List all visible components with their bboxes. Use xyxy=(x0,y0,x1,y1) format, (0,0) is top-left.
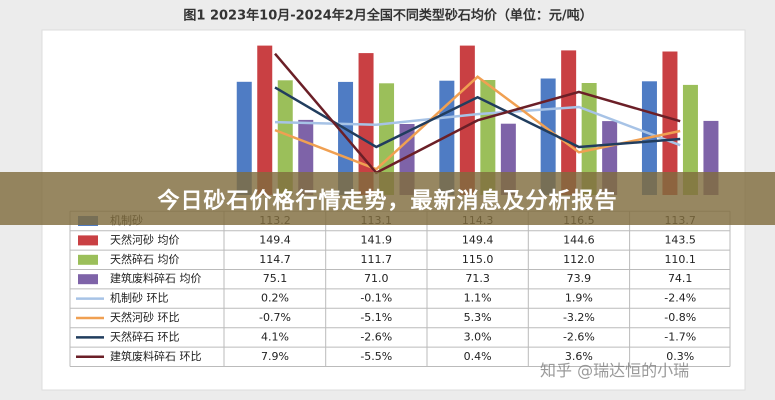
table-value: 0.2% xyxy=(261,292,289,305)
table-value: 71.0 xyxy=(364,272,389,285)
legend-swatch xyxy=(78,254,98,265)
table-value: -3.2% xyxy=(563,311,595,324)
table-value: 141.9 xyxy=(361,233,393,246)
table-value: -2.6% xyxy=(360,330,392,343)
table-value: 114.7 xyxy=(259,253,291,266)
bar xyxy=(662,51,678,195)
bar xyxy=(540,78,556,195)
bar xyxy=(682,84,698,195)
legend-label: 建筑废料碎石 均价 xyxy=(110,271,202,285)
bar xyxy=(236,81,252,195)
legend-label: 天然碎石 均价 xyxy=(110,252,180,266)
table-value: 110.1 xyxy=(664,253,696,266)
table-value: 3.0% xyxy=(464,330,492,343)
table-value: -0.8% xyxy=(664,311,696,324)
bar xyxy=(257,45,273,195)
bar xyxy=(379,83,395,195)
table-value: -1.7% xyxy=(664,330,696,343)
bar xyxy=(561,50,577,196)
line xyxy=(274,105,681,147)
legend-label: 天然河砂 环比 xyxy=(110,310,180,324)
table-value: 74.1 xyxy=(668,272,693,285)
watermark: 知乎 @瑞达恒的小瑞 xyxy=(540,361,690,380)
legend-label: 机制砂 环比 xyxy=(110,291,169,305)
table-value: 143.5 xyxy=(664,233,696,246)
legend-label: 天然碎石 环比 xyxy=(110,329,180,343)
table-value: -5.1% xyxy=(360,311,392,324)
table-value: -2.4% xyxy=(664,292,696,305)
table-value: 149.4 xyxy=(462,233,494,246)
table-value: 73.9 xyxy=(567,272,592,285)
table-value: 149.4 xyxy=(259,233,291,246)
table-value: -0.1% xyxy=(360,292,392,305)
table-value: 75.1 xyxy=(263,272,288,285)
table-value: 4.1% xyxy=(261,330,289,343)
legend-label: 天然河砂 均价 xyxy=(110,232,180,246)
table-value: -0.7% xyxy=(259,311,291,324)
chart-title: 图1 2023年10月-2024年2月全国不同类型砂石均价（单位：元/吨） xyxy=(183,8,592,24)
legend-swatch xyxy=(78,274,98,285)
table-value: 3.6% xyxy=(565,350,593,363)
headline-banner: 今日砂石价格行情走势，最新消息及分析报告 xyxy=(0,172,775,225)
table-value: -5.5% xyxy=(360,350,392,363)
line xyxy=(274,52,681,175)
bar xyxy=(277,80,293,195)
table-value: 71.3 xyxy=(465,272,490,285)
table-value: 7.9% xyxy=(261,350,289,363)
table-value: 0.3% xyxy=(666,350,694,363)
line xyxy=(274,86,681,149)
legend-label: 建筑废料碎石 环比 xyxy=(110,349,202,363)
table-value: 1.9% xyxy=(565,292,593,305)
table-value: 111.7 xyxy=(361,253,393,266)
table-value: 0.4% xyxy=(464,350,492,363)
legend-swatch xyxy=(78,235,98,246)
table-value: 115.0 xyxy=(462,253,494,266)
bar xyxy=(480,80,496,195)
table-value: 112.0 xyxy=(563,253,595,266)
table-value: 144.6 xyxy=(563,233,595,246)
table-value: -2.6% xyxy=(563,330,595,343)
table-value: 1.1% xyxy=(464,292,492,305)
table-value: 5.3% xyxy=(464,311,492,324)
